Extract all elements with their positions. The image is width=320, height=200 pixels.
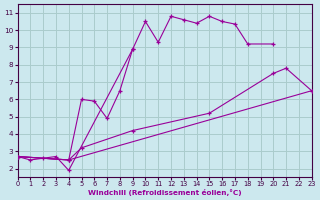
X-axis label: Windchill (Refroidissement éolien,°C): Windchill (Refroidissement éolien,°C) [88, 189, 241, 196]
